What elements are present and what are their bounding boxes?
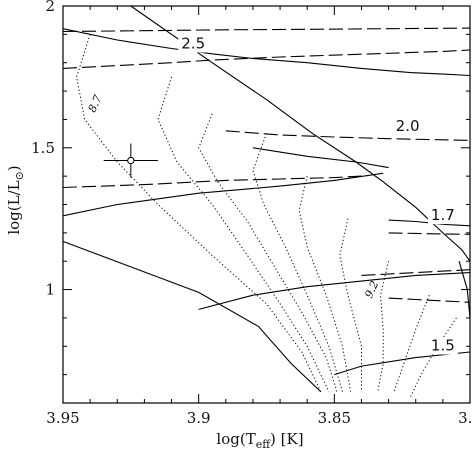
- series-line-15-solid: [130, 5, 471, 262]
- series-line-20-dotted: [252, 133, 343, 392]
- x-tick-label: 3.85: [318, 409, 351, 427]
- y-axis-title: log(L/L⊙): [5, 165, 26, 234]
- series-line-17-dotted: [76, 34, 322, 392]
- annotations-layer: 2.5 2.0 1.7 1.5 8.7 9.2: [86, 35, 458, 355]
- series-line-2-dashed: [62, 49, 471, 69]
- track-mass-label: 1.5: [431, 337, 455, 355]
- series-line-12-dashed: [388, 297, 471, 303]
- series-line-21-dotted: [298, 175, 352, 392]
- series-line-19-dotted: [198, 113, 338, 392]
- series-layer: [62, 5, 471, 398]
- x-tick-label: 3.8: [458, 409, 473, 427]
- tick-labels-layer: 3.95 3.9 3.85 3.8 1 1.5 2: [31, 0, 473, 427]
- annotation-backdrop: [392, 117, 423, 135]
- series-line-3-solid: [62, 28, 471, 77]
- track-mass-label: 1.7: [431, 206, 455, 224]
- ticks-layer: [62, 5, 471, 404]
- observation-point: [127, 156, 135, 165]
- series-line-14-solid: [62, 240, 322, 393]
- observation-layer: [103, 143, 158, 178]
- series-line-13-solid: [334, 351, 471, 376]
- series-line-8-dashed: [388, 232, 471, 235]
- annotation-backdrop: [427, 207, 458, 225]
- series-line-5-solid: [252, 147, 389, 169]
- y-tick-label: 2: [45, 0, 55, 15]
- y-tick-label: 1: [45, 281, 55, 299]
- isochrone-age-label: 9.2: [362, 279, 381, 300]
- series-line-10-dashed: [361, 269, 471, 276]
- series-line-23-dotted: [377, 261, 390, 392]
- series-line-1-dashed: [62, 27, 471, 33]
- x-tick-label: 3.95: [46, 409, 79, 427]
- track-mass-label: 2.0: [396, 117, 420, 135]
- series-line-4-dashed: [225, 130, 471, 141]
- y-tick-label: 1.5: [31, 139, 55, 157]
- series-line-24-dotted: [393, 295, 430, 392]
- annotation-backdrop: [178, 35, 209, 53]
- annotation-backdrop: [427, 337, 458, 355]
- series-line-7-solid: [62, 172, 384, 217]
- series-line-11-solid: [198, 272, 471, 310]
- x-axis-title: log(Teff) [K]: [216, 430, 303, 451]
- isochrone-age-label: 8.7: [86, 93, 105, 114]
- series-line-18-dotted: [157, 76, 330, 392]
- series-line-25-dotted: [409, 317, 457, 398]
- series-line-22-dotted: [339, 218, 362, 392]
- series-line-6-dashed: [62, 175, 362, 189]
- track-mass-label: 2.5: [181, 35, 205, 53]
- x-tick-label: 3.9: [187, 409, 211, 427]
